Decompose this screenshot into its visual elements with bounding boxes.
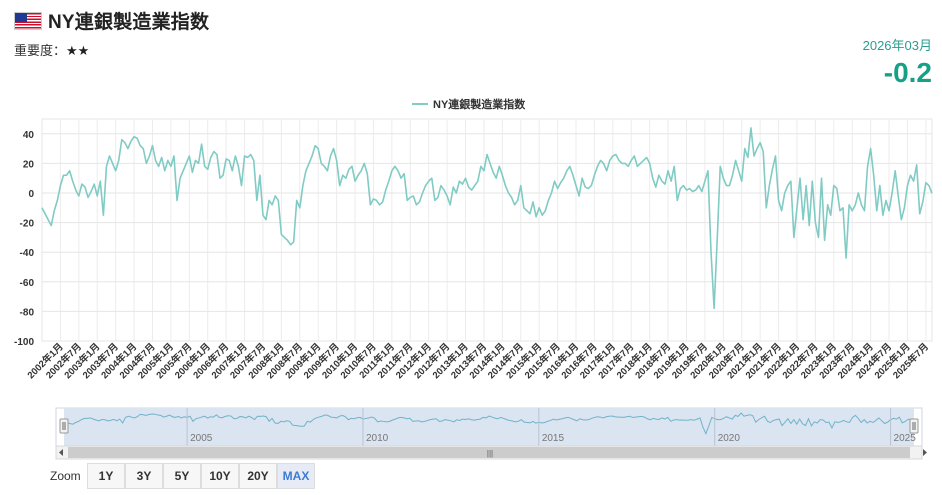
navigator-year-label: 2010 (366, 433, 389, 444)
y-tick-label: 20 (23, 159, 35, 170)
zoom-10y-button[interactable]: 10Y (201, 463, 239, 489)
navigator-handle-right[interactable] (909, 418, 919, 434)
latest-date: 2026年03月 (862, 38, 932, 53)
navigator-year-label: 2020 (718, 433, 741, 444)
navigator-handle-left[interactable] (59, 418, 69, 434)
legend-label: NY連銀製造業指数 (433, 97, 526, 111)
importance-label: 重要度： (14, 43, 67, 58)
page-title: NY連銀製造業指数 (48, 12, 210, 33)
zoom-max-button[interactable]: MAX (277, 463, 315, 489)
y-tick-label: -40 (20, 248, 35, 259)
series-line (41, 127, 933, 310)
zoom-buttons: 1Y 3Y 5Y 10Y 20Y MAX (87, 463, 315, 489)
y-tick-label: 40 (23, 130, 35, 141)
us-flag-icon (14, 11, 42, 30)
y-tick-label: -20 (20, 219, 35, 230)
header: NY連銀製造業指数 (14, 7, 209, 34)
zoom-20y-button[interactable]: 20Y (239, 463, 277, 489)
scrollbar-thumb[interactable] (68, 447, 910, 458)
importance-stars: ★★ (66, 43, 90, 58)
navigator-series (63, 412, 915, 435)
navigator-year-label: 2005 (190, 433, 213, 444)
zoom-label: Zoom (50, 469, 81, 483)
scrollbar-grip: ||| (487, 449, 493, 458)
scroll-left-arrow-icon[interactable] (59, 449, 63, 456)
navigator-year-label: 2015 (542, 433, 565, 444)
navigator-year-label: 2025 (894, 433, 917, 444)
latest-value: -0.2 (883, 57, 932, 88)
navigator-selection[interactable] (64, 408, 914, 446)
zoom-1y-button[interactable]: 1Y (87, 463, 125, 489)
y-tick-label: -80 (20, 307, 35, 318)
importance: 重要度：★★ (14, 40, 89, 59)
zoom-5y-button[interactable]: 5Y (163, 463, 201, 489)
y-tick-label: -60 (20, 278, 35, 289)
y-tick-label: -100 (14, 337, 34, 348)
scroll-right-arrow-icon[interactable] (923, 449, 927, 456)
plot-area (41, 118, 933, 342)
legend[interactable]: NY連銀製造業指数 (412, 97, 526, 111)
y-tick-label: 0 (28, 189, 34, 200)
zoom-3y-button[interactable]: 3Y (125, 463, 163, 489)
